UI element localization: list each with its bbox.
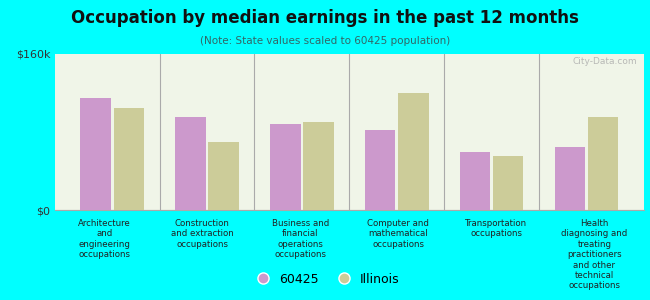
Bar (114, 108, 144, 210)
Bar (365, 130, 395, 210)
Text: (Note: State values scaled to 60425 population): (Note: State values scaled to 60425 popu… (200, 36, 450, 46)
Text: City-Data.com: City-Data.com (573, 57, 638, 66)
Text: Business and
financial
operations
occupations: Business and financial operations occupa… (272, 219, 329, 259)
Bar (81, 98, 110, 210)
Bar (493, 156, 523, 210)
Bar (304, 122, 333, 210)
Bar (176, 117, 205, 210)
Bar (398, 93, 428, 210)
Text: Architecture
and
engineering
occupations: Architecture and engineering occupations (78, 219, 131, 259)
Legend: 60425, Illinois: 60425, Illinois (246, 268, 404, 291)
Bar (209, 142, 239, 210)
Text: Construction
and extraction
occupations: Construction and extraction occupations (171, 219, 234, 249)
Bar (270, 124, 300, 210)
Bar (460, 152, 490, 210)
Text: Occupation by median earnings in the past 12 months: Occupation by median earnings in the pas… (71, 9, 579, 27)
Text: Computer and
mathematical
occupations: Computer and mathematical occupations (367, 219, 430, 249)
Bar (588, 117, 618, 210)
Text: Health
diagnosing and
treating
practitioners
and other
technical
occupations: Health diagnosing and treating practitio… (562, 219, 628, 290)
Bar (555, 147, 585, 210)
Text: Transportation
occupations: Transportation occupations (465, 219, 528, 239)
